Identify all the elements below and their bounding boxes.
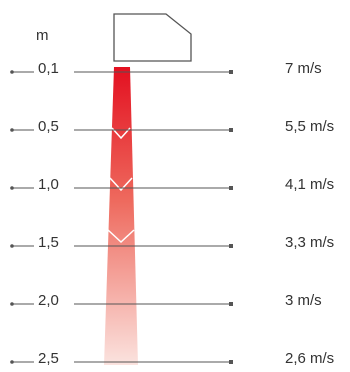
row-0-end-marker [229,70,233,74]
row-1-end-marker [229,128,233,132]
distance-label: 0,5 [38,118,59,135]
distance-label: 0,1 [38,60,59,77]
distance-label: 2,5 [38,350,59,367]
row-3-end-marker [229,244,233,248]
air-curtain-unit-icon [113,13,192,62]
speed-label: 3,3 m/s [285,234,335,251]
row-2-end-marker [229,186,233,190]
speed-label: 2,6 m/s [285,350,335,367]
air-jet-cone [104,67,138,365]
speed-label: 7 m/s [285,60,322,77]
flow-chevron-3 [107,229,135,244]
unit-label: m [36,27,49,44]
speed-label: 4,1 m/s [285,176,335,193]
distance-label: 2,0 [38,292,59,309]
flow-chevron-1 [111,127,131,140]
row-4-end-marker [229,302,233,306]
speed-label: 3 m/s [285,292,322,309]
distance-label: 1,0 [38,176,59,193]
flow-chevron-2 [109,177,133,192]
distance-label: 1,5 [38,234,59,251]
distance-rows [10,70,233,364]
speed-label: 5,5 m/s [285,118,335,135]
row-5-end-marker [229,360,233,364]
